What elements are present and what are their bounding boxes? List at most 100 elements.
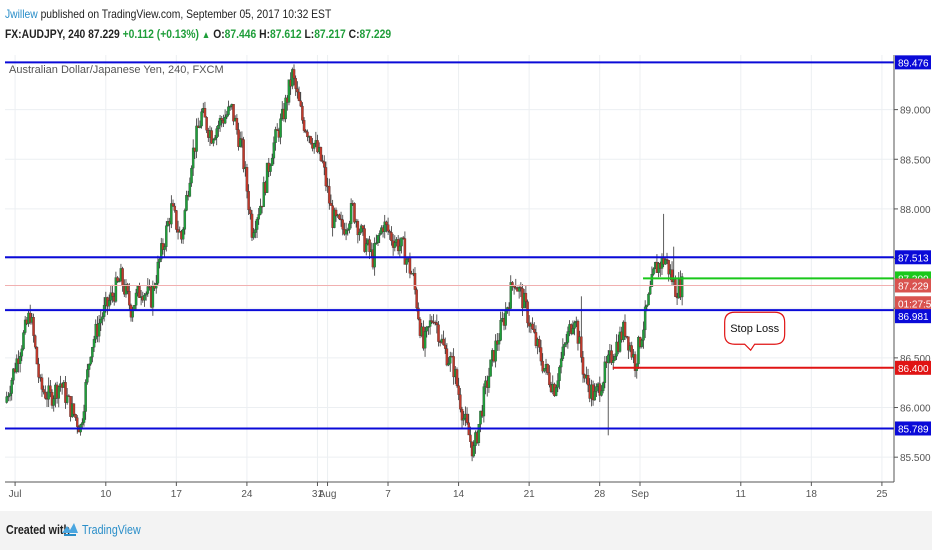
candle-body bbox=[302, 120, 306, 131]
candle-body bbox=[107, 300, 111, 307]
candle-body bbox=[75, 417, 79, 427]
x-tick-label: 25 bbox=[876, 489, 888, 500]
candle-body bbox=[564, 342, 568, 345]
candle-body bbox=[144, 293, 148, 296]
candle-body bbox=[603, 361, 607, 383]
candle-body bbox=[91, 347, 94, 358]
candle-body bbox=[576, 320, 580, 344]
candle-body bbox=[455, 369, 459, 386]
created-with-label: Created with bbox=[6, 522, 70, 537]
y-tick-label: 89.000 bbox=[900, 106, 931, 117]
candle-body bbox=[215, 128, 218, 139]
candle-body bbox=[176, 229, 180, 233]
candle-body bbox=[539, 347, 543, 362]
candle-body bbox=[349, 203, 353, 224]
price-label-bg bbox=[895, 421, 931, 436]
candle-body bbox=[301, 105, 304, 121]
candle-body bbox=[296, 88, 299, 93]
candle-body bbox=[428, 320, 432, 327]
candle-body bbox=[72, 403, 76, 415]
candle-body bbox=[118, 280, 121, 283]
candle-body bbox=[368, 239, 371, 253]
price-chart[interactable]: 85.50086.00086.50087.00087.50088.00088.5… bbox=[0, 55, 932, 511]
candle-body bbox=[294, 77, 297, 89]
candle-body bbox=[580, 336, 583, 358]
candle-body bbox=[183, 210, 187, 230]
symbol-name[interactable]: FX:AUDJPY, 240 bbox=[5, 27, 86, 41]
candle-body bbox=[232, 104, 235, 122]
candle-body bbox=[235, 117, 239, 130]
candle-body bbox=[322, 161, 326, 168]
candle-body bbox=[195, 125, 198, 152]
publisher-username[interactable]: Jwillew bbox=[5, 7, 38, 21]
candle-body bbox=[462, 418, 465, 421]
low-label: L: bbox=[304, 27, 315, 41]
candle-body bbox=[618, 331, 622, 352]
candle-body bbox=[556, 380, 560, 388]
candle-body bbox=[674, 279, 677, 297]
candle-body bbox=[489, 359, 492, 377]
tradingview-logo-icon[interactable] bbox=[61, 520, 79, 538]
price-label-bg bbox=[895, 309, 931, 324]
candle-body bbox=[393, 242, 397, 248]
x-tick-label: 24 bbox=[241, 489, 253, 500]
candle-body bbox=[49, 385, 52, 393]
candle-body bbox=[611, 360, 615, 363]
candle-body bbox=[509, 282, 512, 309]
candle-body bbox=[99, 318, 103, 324]
candle-body bbox=[341, 219, 344, 230]
candle-body bbox=[386, 224, 390, 232]
candle-body bbox=[163, 246, 166, 250]
x-tick-label: 11 bbox=[736, 489, 747, 500]
candle-body bbox=[191, 147, 195, 169]
candle-body bbox=[312, 143, 316, 149]
publish-info: published on TradingView.com, September … bbox=[40, 7, 332, 21]
candle-body bbox=[524, 292, 528, 302]
open-value: 87.446 bbox=[224, 27, 257, 41]
candle-body bbox=[15, 358, 19, 373]
candle-body bbox=[316, 140, 319, 153]
candle-body bbox=[101, 316, 104, 320]
candle-body bbox=[338, 214, 341, 220]
candle-body bbox=[109, 292, 113, 301]
candle-body bbox=[205, 117, 208, 131]
candle-body bbox=[237, 129, 240, 147]
candle-body bbox=[198, 125, 202, 128]
candle-body bbox=[559, 358, 563, 368]
tradingview-brand[interactable]: TradingView bbox=[82, 522, 141, 537]
candle-body bbox=[554, 387, 558, 396]
candle-body bbox=[12, 368, 15, 381]
price-change: +0.112 (+0.13%) bbox=[122, 27, 199, 41]
candle-body bbox=[601, 382, 605, 392]
candle-body bbox=[346, 229, 350, 231]
candle-body bbox=[128, 290, 131, 306]
candle-body bbox=[680, 276, 684, 298]
candle-body bbox=[146, 286, 150, 294]
candle-body bbox=[269, 165, 272, 172]
stop-loss-callout[interactable] bbox=[724, 311, 786, 352]
x-tick-label: Jul bbox=[9, 489, 22, 500]
candle-body bbox=[504, 309, 507, 326]
candle-body bbox=[487, 376, 491, 388]
candle-body bbox=[571, 328, 575, 334]
candle-body bbox=[400, 237, 403, 247]
candle-body bbox=[223, 116, 227, 124]
candle-body bbox=[627, 336, 630, 351]
candle-body bbox=[534, 332, 538, 346]
candle-body bbox=[430, 320, 434, 323]
candle-body bbox=[593, 391, 597, 401]
candle-body bbox=[252, 232, 255, 238]
candle-body bbox=[425, 326, 428, 332]
candle-body bbox=[546, 364, 549, 373]
candle-body bbox=[388, 231, 392, 233]
candle-body bbox=[413, 273, 417, 290]
candle-body bbox=[625, 335, 628, 338]
open-label: O: bbox=[213, 27, 225, 41]
candle-body bbox=[423, 331, 427, 349]
candle-body bbox=[143, 294, 146, 301]
candle-body bbox=[526, 301, 529, 324]
candle-body bbox=[74, 414, 77, 418]
candle-body bbox=[403, 238, 407, 265]
candle-body bbox=[398, 245, 402, 252]
candle-body bbox=[249, 209, 252, 215]
